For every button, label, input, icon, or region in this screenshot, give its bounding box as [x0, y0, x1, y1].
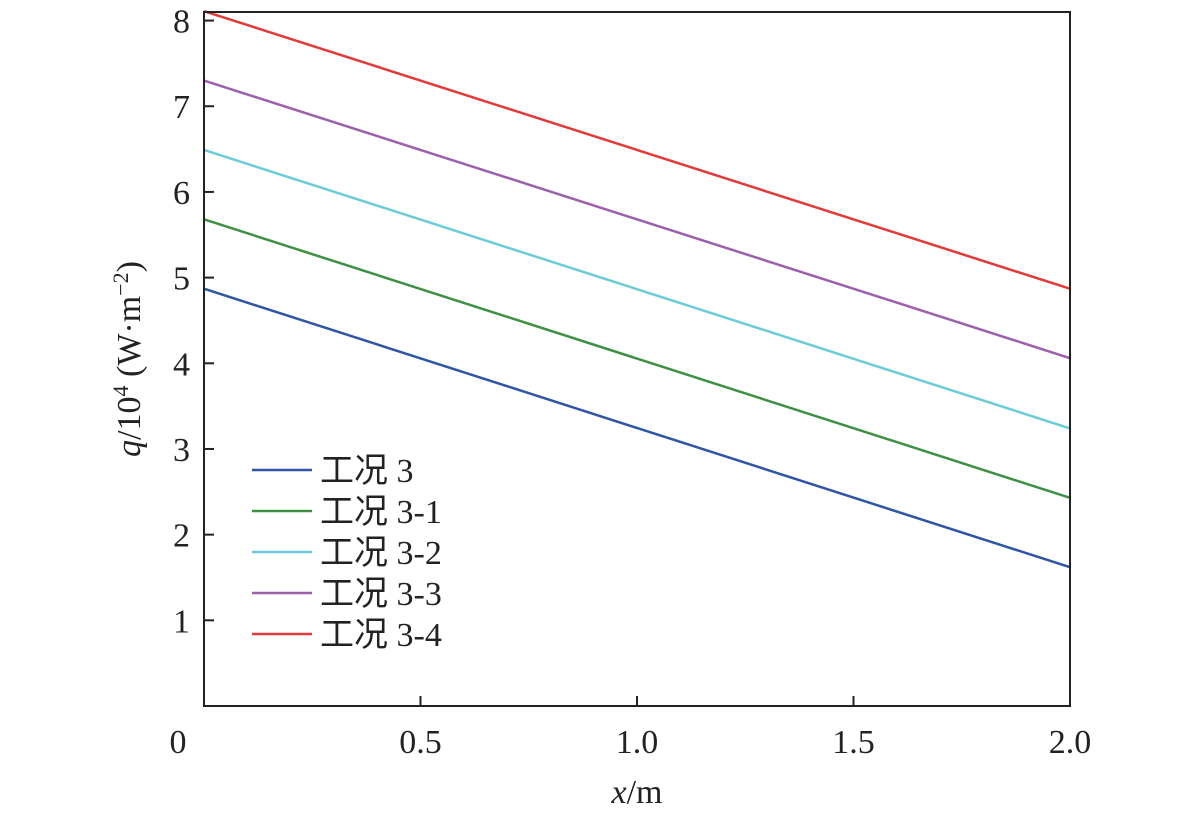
- series-line-3: [203, 148, 1071, 430]
- legend-label-5: 工况 3-4: [320, 617, 442, 654]
- series-layer: [203, 9, 1071, 569]
- x-tick-label: 2.0: [1049, 724, 1092, 761]
- y-axis-var: q: [111, 440, 148, 457]
- series-line-5: [203, 9, 1071, 290]
- y-tick-label: 1: [173, 603, 190, 640]
- series-line-2: [203, 218, 1071, 499]
- x-tick-label: 0.5: [399, 724, 442, 761]
- series-line-4: [203, 79, 1071, 360]
- y-tick-label: 6: [173, 175, 190, 212]
- y-axis-exp: 4: [108, 385, 133, 396]
- plot-frame: [203, 11, 1071, 707]
- legend-label-4: 工况 3-3: [320, 576, 442, 613]
- y-tick-label: 8: [173, 4, 190, 41]
- y-axis-rest: /10: [111, 396, 148, 439]
- y-axis-unit-exp: −2: [108, 272, 133, 295]
- legend-label-2: 工况 3-1: [320, 494, 442, 531]
- x-tick-label: 0: [170, 724, 187, 761]
- y-tick-label: 5: [173, 261, 190, 298]
- legend-label-3: 工况 3-2: [320, 535, 442, 572]
- x-axis-label: x/m: [611, 774, 663, 811]
- y-axis-unit-close: ): [111, 261, 148, 272]
- x-axis-var: x: [611, 774, 627, 811]
- legend: 工况 3 工况 3-1 工况 3-2 工况 3-3 工况 3-4: [252, 453, 442, 654]
- x-axis-unit: /m: [627, 774, 663, 811]
- y-axis-label: q/104 (W·m−2): [108, 261, 149, 457]
- series-line-1: [203, 287, 1071, 569]
- y-axis-unit-open: (W·m: [111, 296, 148, 386]
- x-tick-label: 1.5: [832, 724, 875, 761]
- legend-label-1: 工况 3: [320, 453, 414, 490]
- y-tick-label: 2: [173, 518, 190, 555]
- y-tick-label: 4: [173, 346, 190, 383]
- y-tick-label: 3: [173, 432, 190, 469]
- x-tick-label: 1.0: [616, 724, 659, 761]
- ticks-layer: 0 0.5 1.0 1.5 2.0 1 2 3 4 5 6 7 8: [170, 4, 1092, 761]
- y-tick-label: 7: [173, 89, 190, 126]
